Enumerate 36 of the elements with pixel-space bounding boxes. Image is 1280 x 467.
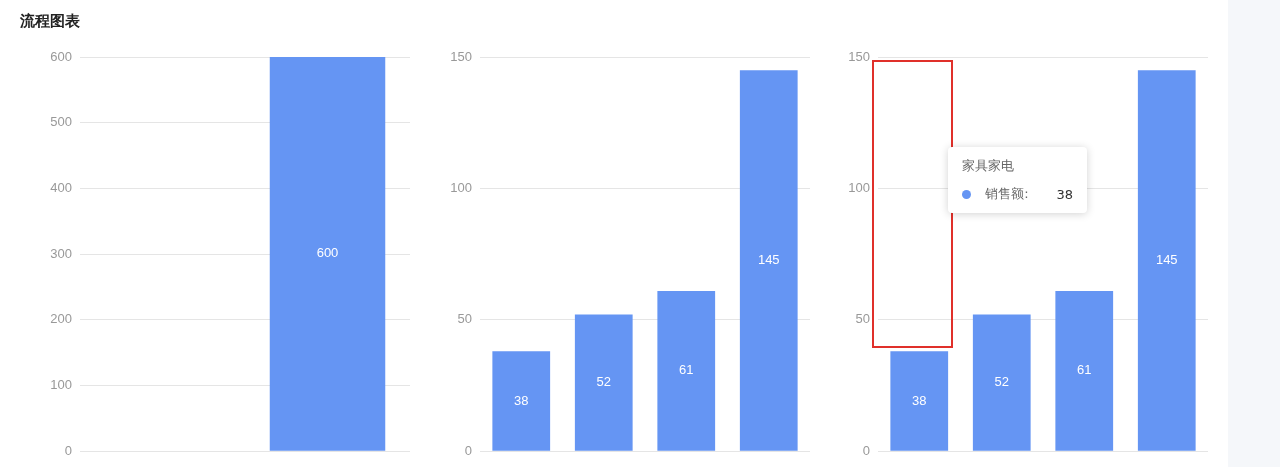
y-tick-label: 0 (64, 442, 72, 458)
chart-title: 流程图表 (20, 12, 80, 31)
annotation: 销售额: (985, 185, 1029, 203)
data-label: 52 (994, 374, 1009, 390)
bar (739, 70, 798, 451)
data-label: 145 (1155, 252, 1178, 267)
y-tick-label: 50 (855, 311, 870, 327)
annotation: 家具家电 (962, 157, 1016, 175)
data-label: 145 (757, 252, 780, 267)
bar (890, 351, 949, 451)
data-label: 61 (679, 362, 694, 378)
annotation: 38 (1056, 186, 1074, 202)
bar (972, 314, 1031, 451)
bar (1055, 290, 1114, 451)
y-tick-label: 150 (450, 48, 472, 64)
data-label: 52 (596, 374, 611, 390)
y-tick-label: 0 (464, 442, 472, 458)
bar (574, 314, 633, 451)
data-label: 61 (1077, 362, 1092, 378)
y-tick-label: 100 (50, 377, 72, 393)
y-tick-label: 150 (848, 48, 870, 64)
bar (1137, 70, 1196, 451)
y-tick-label: 400 (50, 179, 72, 195)
data-label: 600 (316, 245, 339, 261)
y-tick-label: 200 (50, 311, 72, 327)
bar (657, 290, 716, 451)
y-tick-label: 100 (450, 179, 472, 195)
y-tick-label: 50 (457, 311, 472, 327)
y-tick-label: 500 (50, 114, 72, 130)
y-tick-label: 100 (848, 179, 870, 195)
data-label: 38 (912, 392, 927, 408)
y-tick-label: 600 (50, 48, 72, 64)
bar (492, 351, 551, 451)
y-tick-label: 300 (50, 245, 72, 261)
y-tick-label: 0 (862, 442, 870, 458)
data-label: 38 (514, 392, 529, 408)
